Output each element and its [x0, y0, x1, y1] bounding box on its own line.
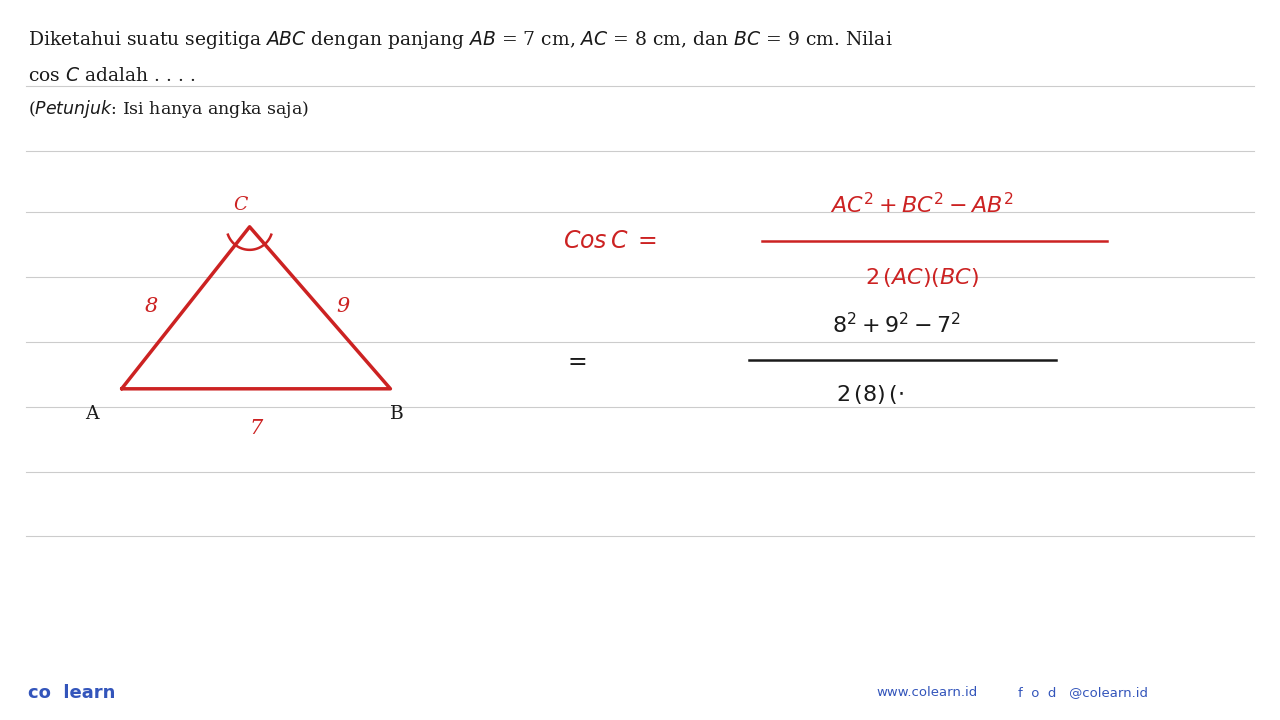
- Text: f  o  d   @colearn.id: f o d @colearn.id: [1018, 686, 1148, 699]
- Text: ($\it{Petunjuk}$: Isi hanya angka saja): ($\it{Petunjuk}$: Isi hanya angka saja): [28, 99, 308, 120]
- Text: C: C: [233, 197, 248, 215]
- Text: $=$: $=$: [563, 348, 588, 372]
- Text: 7: 7: [250, 419, 262, 438]
- Text: www.colearn.id: www.colearn.id: [877, 686, 978, 699]
- Text: $8^{2}+9^{2}-7^{2}$: $8^{2}+9^{2}-7^{2}$: [832, 312, 960, 338]
- Text: $2\,(AC)(BC)$: $2\,(AC)(BC)$: [864, 266, 979, 289]
- Text: B: B: [390, 405, 403, 423]
- Text: co  learn: co learn: [28, 684, 115, 701]
- Text: $Cos\,C\;=$: $Cos\,C\;=$: [563, 230, 657, 253]
- Text: cos $C$ adalah . . . .: cos $C$ adalah . . . .: [28, 67, 196, 85]
- Text: 8: 8: [145, 297, 157, 315]
- Text: Diketahui suatu segitiga $ABC$ dengan panjang $AB$ = 7 cm, $AC$ = 8 cm, dan $BC$: Diketahui suatu segitiga $ABC$ dengan pa…: [28, 29, 893, 50]
- Text: $AC^{2}+BC^{2}-AB^{2}$: $AC^{2}+BC^{2}-AB^{2}$: [829, 193, 1014, 218]
- Text: $2\,(8)\,(\cdot$: $2\,(8)\,(\cdot$: [836, 383, 905, 406]
- Text: A: A: [86, 405, 99, 423]
- Text: 9: 9: [337, 297, 349, 315]
